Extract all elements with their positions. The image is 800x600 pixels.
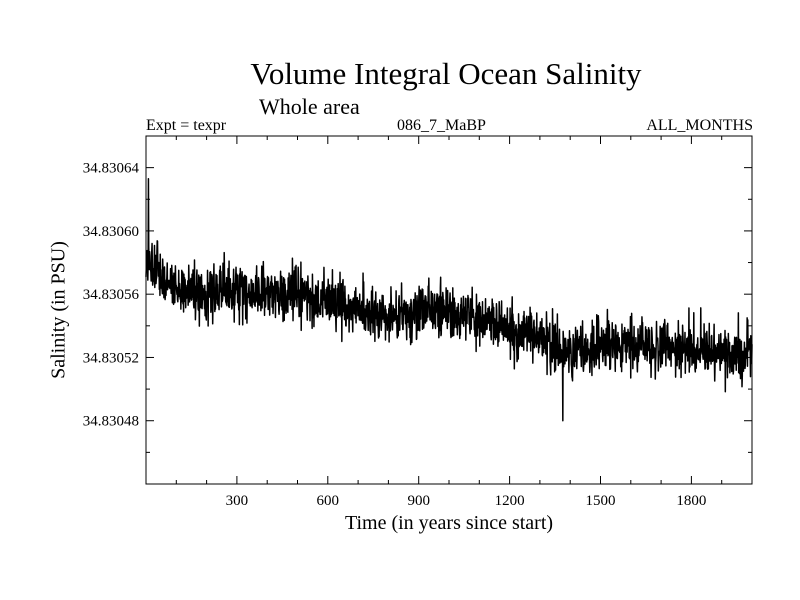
y-tick-label: 34.83056	[83, 287, 140, 303]
chart-title: Volume Integral Ocean Salinity	[250, 56, 642, 91]
y-tick-label: 34.83064	[83, 161, 140, 177]
x-tick-label: 300	[226, 493, 249, 509]
x-tick-label: 1500	[586, 493, 616, 509]
x-tick-label: 600	[317, 493, 340, 509]
months-label: ALL_MONTHS	[646, 117, 753, 134]
x-tick-label: 900	[407, 493, 430, 509]
x-axis-label: Time (in years since start)	[344, 512, 554, 534]
plot-frame	[145, 135, 753, 485]
x-tick-label: 1200	[495, 493, 525, 509]
y-tick-label: 34.83060	[83, 224, 139, 240]
experiment-label: Expt = texpr	[146, 117, 227, 134]
salinity-series-line	[145, 177, 753, 422]
run-label: 086_7_MaBP	[397, 117, 486, 134]
x-tick-label: 1800	[676, 493, 706, 509]
chart-subtitle: Whole area	[259, 94, 360, 119]
y-tick-label: 34.83052	[83, 350, 139, 366]
y-tick-label: 34.83048	[83, 414, 139, 430]
